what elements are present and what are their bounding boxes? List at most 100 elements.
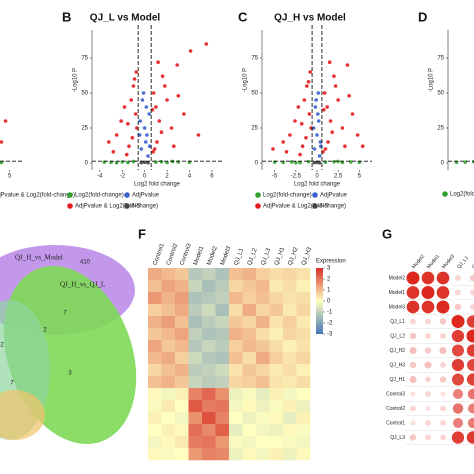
point — [144, 105, 149, 109]
heatmap-cell — [175, 304, 189, 317]
heatmap-cell — [269, 328, 284, 341]
venn-count: 3 — [68, 371, 72, 377]
heatmap-cell — [161, 316, 176, 329]
heatmap-cell — [283, 340, 297, 353]
point — [154, 105, 158, 109]
heatmap-cell — [269, 412, 284, 425]
row-label: Model3 — [389, 304, 406, 310]
colorbar-label: -3 — [327, 332, 333, 338]
heatmap-cell — [148, 280, 162, 293]
heatmap-cell — [202, 304, 216, 317]
point — [317, 160, 322, 165]
legend-label: AdjPvalue & Log2(fold-change) — [263, 204, 346, 210]
legend-label: AdjPvalue & Log2(fold-change) — [0, 193, 75, 199]
correlation-dot — [451, 329, 465, 343]
heatmap-cell — [283, 388, 297, 401]
point — [308, 70, 313, 74]
point — [111, 150, 116, 154]
colorbar-label: -2 — [327, 321, 333, 327]
panel-title: QJ_L vs Model — [90, 13, 161, 24]
x-tick-label: 0 — [315, 174, 319, 180]
heatmap-cell — [161, 352, 176, 365]
heatmap-cell — [296, 352, 311, 365]
heatmap-cell — [242, 436, 257, 449]
heatmap-cell — [161, 292, 176, 305]
point — [139, 160, 144, 165]
heatmap-cell — [202, 340, 216, 353]
heatmap-cell — [202, 280, 216, 293]
heatmap-cell — [215, 328, 230, 341]
volcano-panel: D-Log10 P0255075Log2(fold-change)AdjPval… — [418, 9, 474, 198]
heatmap-cell — [161, 376, 176, 389]
heatmap-cell — [161, 412, 176, 425]
heatmap-cell — [148, 436, 162, 449]
correlation-dot — [452, 373, 464, 386]
x-tick-label: 0 — [143, 174, 147, 180]
x-tick-label: -2.5 — [291, 174, 302, 180]
heatmap-cell — [242, 448, 257, 461]
heatmap-cell — [256, 268, 270, 281]
heatmap-cell — [215, 268, 230, 281]
correlation-dot — [454, 303, 462, 311]
point — [350, 112, 355, 116]
point — [302, 98, 307, 102]
correlation-dot — [440, 362, 446, 368]
heatmap-cell — [215, 280, 230, 293]
row-label: QJ_L3 — [390, 435, 405, 441]
heatmap-cell — [283, 292, 297, 305]
point — [316, 119, 321, 123]
heatmap-cell — [229, 448, 243, 461]
heatmap-cell — [256, 448, 270, 461]
heatmap-cell — [229, 388, 243, 401]
correlation-dot — [469, 274, 474, 282]
correlation-dot — [451, 315, 465, 328]
venn-set-label: QJ_H_vs_QJ_L — [60, 281, 105, 289]
legend-label: NS — [320, 204, 328, 210]
heatmap-cell — [242, 364, 257, 377]
heatmap-cell — [175, 340, 189, 353]
heatmap-cell — [188, 436, 203, 449]
point — [131, 84, 136, 88]
correlation-dot — [466, 329, 474, 343]
heatmap-cell — [256, 304, 270, 317]
heatmap-cell — [188, 400, 203, 413]
row-label: QJ_H3 — [389, 362, 405, 368]
point — [147, 112, 151, 116]
correlation-dot — [440, 420, 446, 426]
heatmap-cell — [175, 292, 189, 305]
heatmap-cell — [296, 400, 311, 413]
heatmap-cell — [242, 268, 257, 281]
point — [176, 94, 181, 98]
legend-label: AdjPvalue — [132, 193, 160, 199]
heatmap-cell — [296, 280, 311, 293]
points — [102, 42, 209, 165]
heatmap-cell — [202, 424, 216, 437]
row-label: QJ_H2 — [389, 348, 405, 354]
point — [306, 159, 311, 164]
correlation-dot — [467, 359, 474, 371]
panel-label: D — [418, 9, 427, 24]
correlation-dot — [440, 333, 446, 339]
panel-label: F — [138, 226, 146, 241]
colorbar-label: 0 — [327, 299, 331, 305]
heatmap-cell — [148, 328, 162, 341]
heatmap-cell — [215, 376, 230, 389]
legend-marker — [124, 192, 130, 198]
heatmap-cell — [256, 280, 270, 293]
heatmap-cell — [215, 436, 230, 449]
legend-label: NS — [132, 204, 140, 210]
heatmap-cell — [269, 352, 284, 365]
point — [204, 42, 209, 46]
heatmap-cell — [148, 304, 162, 317]
heatmap-cell — [256, 400, 270, 413]
point — [347, 94, 351, 98]
heatmap-cell — [188, 388, 203, 401]
heatmap-cell — [283, 328, 297, 341]
heatmap-cell — [202, 352, 216, 365]
heatmap-cell — [202, 292, 216, 305]
heatmap-cell — [161, 304, 176, 317]
legend-title: Expression — [316, 259, 346, 265]
point — [330, 130, 335, 134]
heatmap-cell — [296, 364, 311, 377]
colorbar — [316, 268, 323, 334]
